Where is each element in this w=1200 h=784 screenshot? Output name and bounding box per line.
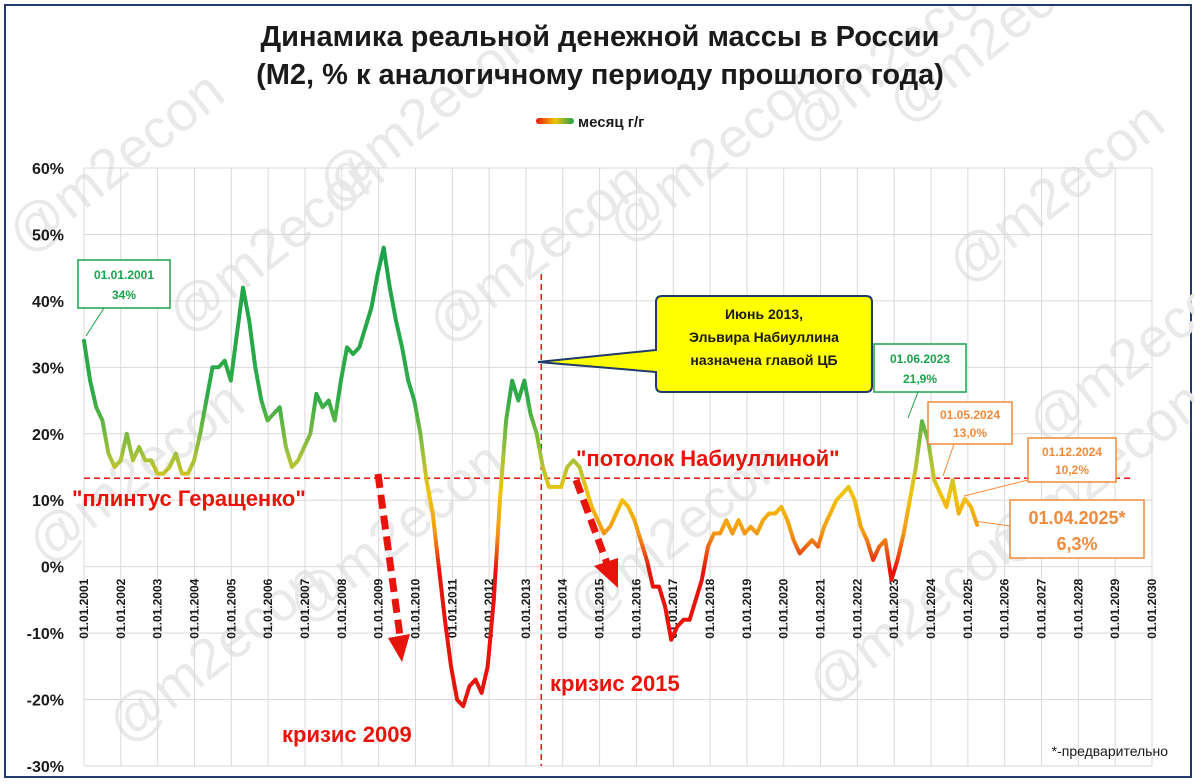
y-tick-label: 10% [32, 493, 64, 510]
box-2025-value: 6,3% [1056, 534, 1097, 554]
x-tick-label: 01.01.2028 [1071, 578, 1085, 638]
y-tick-label: -30% [27, 759, 64, 776]
callout-line-2: Эльвира Набиуллина [689, 329, 839, 345]
x-tick-label: 01.01.2007 [298, 578, 312, 638]
x-tick-label: 01.01.2010 [408, 578, 422, 638]
x-tick-label: 01.01.2003 [151, 578, 165, 638]
x-tick-label: 01.01.2014 [556, 578, 570, 638]
legend-label: месяц г/г [578, 114, 644, 131]
box-2023-value: 21,9% [903, 372, 937, 386]
floor-label: "плинтус Геращенко" [72, 486, 306, 511]
box-2024b-value: 10,2% [1055, 463, 1089, 477]
x-tick-label: 01.01.2004 [187, 578, 201, 638]
x-tick-label: 01.01.2020 [777, 578, 791, 638]
annotation-box-2001: 01.01.2001 34% [77, 259, 171, 337]
reference-lines [84, 274, 1132, 766]
annotation-box-2024a: 01.05.2024 13,0% [927, 401, 1013, 477]
box-2024a-date: 01.05.2024 [940, 408, 1000, 422]
box-2001-date: 01.01.2001 [94, 268, 154, 282]
x-tick-label: 01.01.2013 [519, 578, 533, 638]
x-tick-label: 01.01.2027 [1035, 578, 1049, 638]
callout-nabiullina: Июнь 2013, Эльвира Набиуллина назначена … [537, 295, 873, 393]
x-tick-label: 01.01.2022 [850, 578, 864, 638]
x-tick-label: 01.01.2019 [740, 578, 754, 638]
y-tick-label: 40% [32, 294, 64, 311]
x-tick-label: 01.01.2016 [629, 578, 643, 638]
legend-swatch [536, 118, 574, 124]
box-2024a-value: 13,0% [953, 426, 987, 440]
y-axis-ticks: -30% -20% -10% 0% 10% 20% 30% 40% 50% 60% [27, 161, 64, 776]
x-tick-label: 01.01.2011 [445, 578, 459, 638]
x-tick-label: 01.01.2026 [998, 578, 1012, 638]
series-line-month-yoy [82, 245, 980, 709]
chart-frame: @m2econ @m2econ @m2econ @m2econ @m2econ @m2ec… [4, 4, 1194, 778]
callout-line-3: назначена главой ЦБ [690, 352, 837, 368]
y-tick-label: 50% [32, 227, 64, 244]
chart-svg: @m2econ@m2econ@m2econ@m2econ@m2econ@m2ec… [6, 6, 1194, 776]
annotation-box-2023: 01.06.2023 21,9% [873, 343, 967, 419]
box-2025-date: 01.04.2025* [1028, 508, 1125, 528]
legend: месяц г/г [536, 114, 644, 131]
chart-title-line2: (М2, % к аналогичному периоду прошлого г… [256, 59, 944, 91]
x-tick-label: 01.01.2001 [77, 578, 91, 638]
box-2023-date: 01.06.2023 [890, 352, 950, 366]
crisis-arrows [374, 473, 618, 662]
watermark-text: @m2econ [415, 148, 656, 355]
x-tick-label: 01.01.2005 [224, 578, 238, 638]
x-tick-label: 01.01.2008 [335, 578, 349, 638]
x-tick-label: 01.01.2025 [961, 578, 975, 638]
x-tick-label: 01.01.2024 [924, 578, 938, 638]
x-tick-label: 01.01.2006 [261, 578, 275, 638]
chart-title-line1: Динамика реальной денежной массы в Росси… [261, 21, 940, 53]
x-tick-label: 01.01.2018 [703, 578, 717, 638]
x-tick-label: 01.01.2015 [593, 578, 607, 638]
x-axis-ticks: 01.01.2001 01.01.2002 01.01.2003 01.01.2004… [77, 578, 1159, 638]
ceiling-label: "потолок Набиуллиной" [576, 446, 840, 471]
x-tick-label: 01.01.2030 [1145, 578, 1159, 638]
watermark-text: @m2econ [15, 368, 256, 575]
x-tick-label: 01.01.2021 [814, 578, 828, 638]
box-2024b-date: 01.12.2024 [1042, 445, 1102, 459]
x-tick-label: 01.01.2023 [887, 578, 901, 638]
x-tick-label: 01.01.2002 [114, 578, 128, 638]
y-tick-label: 0% [41, 560, 64, 577]
crisis-2015-arrow [572, 478, 618, 588]
crisis-2009-arrow [374, 473, 410, 662]
y-tick-label: -20% [27, 693, 64, 710]
crisis-2015-label: кризис 2015 [550, 671, 680, 696]
annotation-box-2024b: 01.12.2024 10,2% [963, 437, 1117, 497]
watermark-text: @m2econ [935, 88, 1176, 295]
y-tick-label: -10% [27, 626, 64, 643]
y-tick-label: 30% [32, 360, 64, 377]
footnote: *-предварительно [1052, 743, 1169, 759]
x-tick-label: 01.01.2029 [1108, 578, 1122, 638]
y-tick-label: 20% [32, 427, 64, 444]
box-2001-value: 34% [112, 288, 136, 302]
annotation-box-2025: 01.04.2025* 6,3% [973, 499, 1145, 559]
callout-line-1: Июнь 2013, [725, 306, 803, 322]
x-tick-label: 01.01.2009 [372, 578, 386, 638]
y-tick-label: 60% [32, 161, 64, 178]
crisis-2009-label: кризис 2009 [282, 722, 412, 747]
